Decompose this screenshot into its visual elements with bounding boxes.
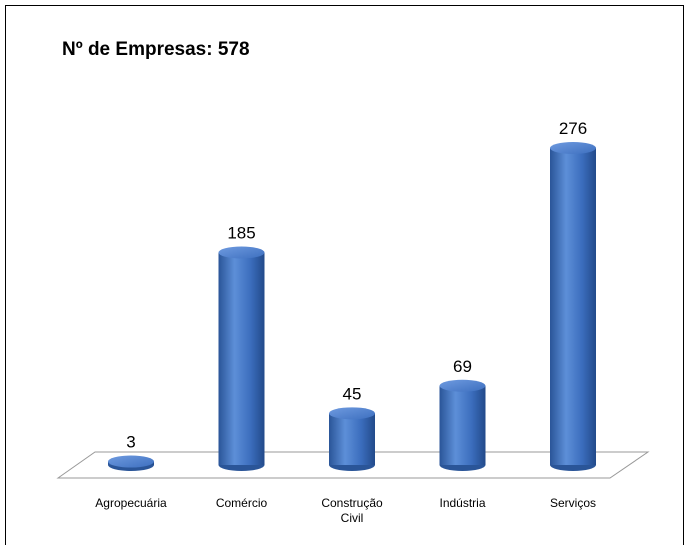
chart-border [5,5,684,545]
chart-title: Nº de Empresas: 578 [62,39,250,60]
bar-top [329,407,375,420]
x-tick-label: Indústria [439,496,486,510]
bar-top [218,246,265,259]
bar-top [108,455,154,468]
bar-top [439,379,486,392]
x-tick-label: Comércio [215,496,268,510]
x-tick-label: Agropecuária [95,496,167,510]
value-label: 276 [559,119,587,138]
value-label: 185 [227,224,255,243]
value-label: 45 [343,384,362,403]
value-label: 69 [453,357,472,376]
bar [439,385,486,465]
bar-top [550,142,596,154]
bar [550,148,596,465]
x-tick-label: Serviços [549,496,596,510]
bar [329,413,375,465]
bar [218,252,265,465]
value-label: 3 [126,433,135,452]
x-tick-label: Construção Civil [321,496,383,525]
